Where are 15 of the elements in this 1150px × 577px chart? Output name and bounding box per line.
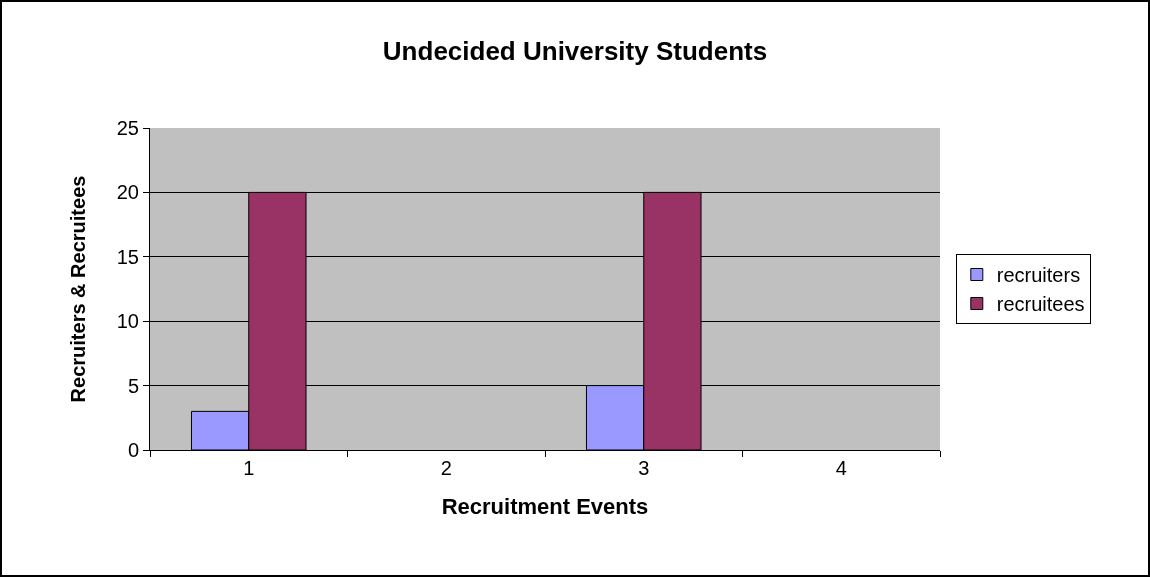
y-tick-label: 15 (116, 245, 139, 268)
legend-label: recruitees (996, 293, 1085, 316)
x-tick-label: 1 (243, 457, 255, 479)
y-tick-label: 10 (116, 310, 139, 333)
x-tick-label: 2 (440, 457, 452, 479)
y-tick-label: 25 (116, 117, 139, 139)
x-tick-label: 3 (638, 457, 650, 479)
x-tick-label: 4 (835, 457, 847, 479)
y-tick-label: 20 (116, 181, 139, 204)
x-axis-title: Recruitment Events (441, 493, 649, 519)
legend-label: recruiters (996, 264, 1081, 287)
y-tick-label: 0 (127, 439, 139, 461)
y-tick-label: 5 (127, 374, 139, 397)
y-axis-title: Recruiters & Recruitees (67, 175, 90, 403)
chart-title: Undecided University Students (382, 35, 768, 66)
